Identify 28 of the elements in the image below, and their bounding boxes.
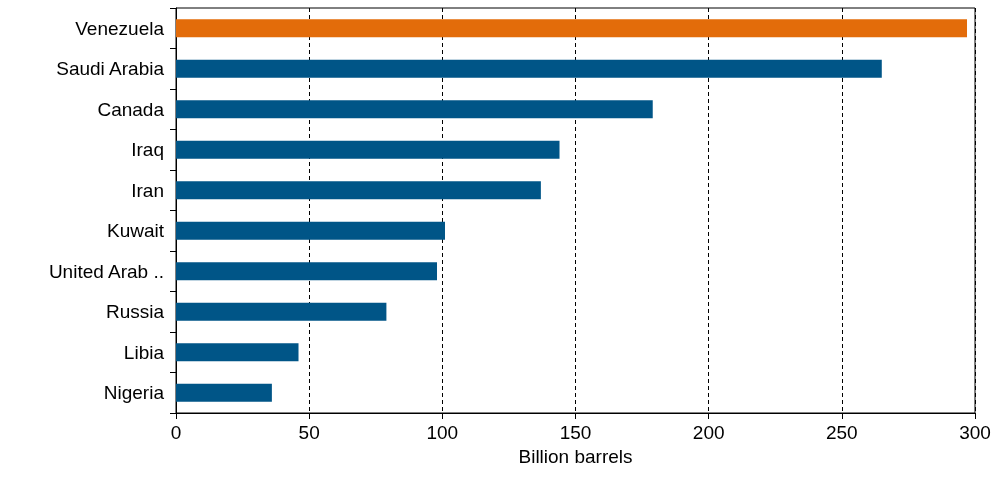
y-tick-label: Venezuela xyxy=(75,17,165,39)
bar xyxy=(176,262,438,281)
bar xyxy=(176,59,882,78)
bar xyxy=(176,100,653,119)
x-tick-label: 250 xyxy=(825,422,858,443)
y-tick-label: Libia xyxy=(123,341,165,363)
bar xyxy=(176,343,299,362)
y-tick-label: Iran xyxy=(131,179,164,201)
y-tick-label: Nigeria xyxy=(103,382,165,404)
x-tick-label: 0 xyxy=(170,422,182,443)
bar xyxy=(176,302,387,321)
y-tick-label: Saudi Arabia xyxy=(56,58,165,80)
y-tick-label: Iraq xyxy=(131,139,164,161)
y-tick-label: Russia xyxy=(105,301,165,323)
y-tick-label: Kuwait xyxy=(106,220,165,242)
bar xyxy=(176,221,445,240)
x-tick-label: 300 xyxy=(959,422,991,443)
bar xyxy=(176,383,272,402)
bar xyxy=(176,19,968,38)
x-tick-label: 50 xyxy=(298,422,320,443)
x-tick-label: 150 xyxy=(559,422,592,443)
y-tick-label: United Arab .. xyxy=(48,260,164,282)
x-axis-title: Billion barrels xyxy=(518,446,633,467)
bar xyxy=(176,140,560,159)
x-tick-label: 200 xyxy=(692,422,725,443)
x-tick-label: 100 xyxy=(426,422,459,443)
bar xyxy=(176,181,541,200)
y-tick-label: Canada xyxy=(97,98,165,120)
